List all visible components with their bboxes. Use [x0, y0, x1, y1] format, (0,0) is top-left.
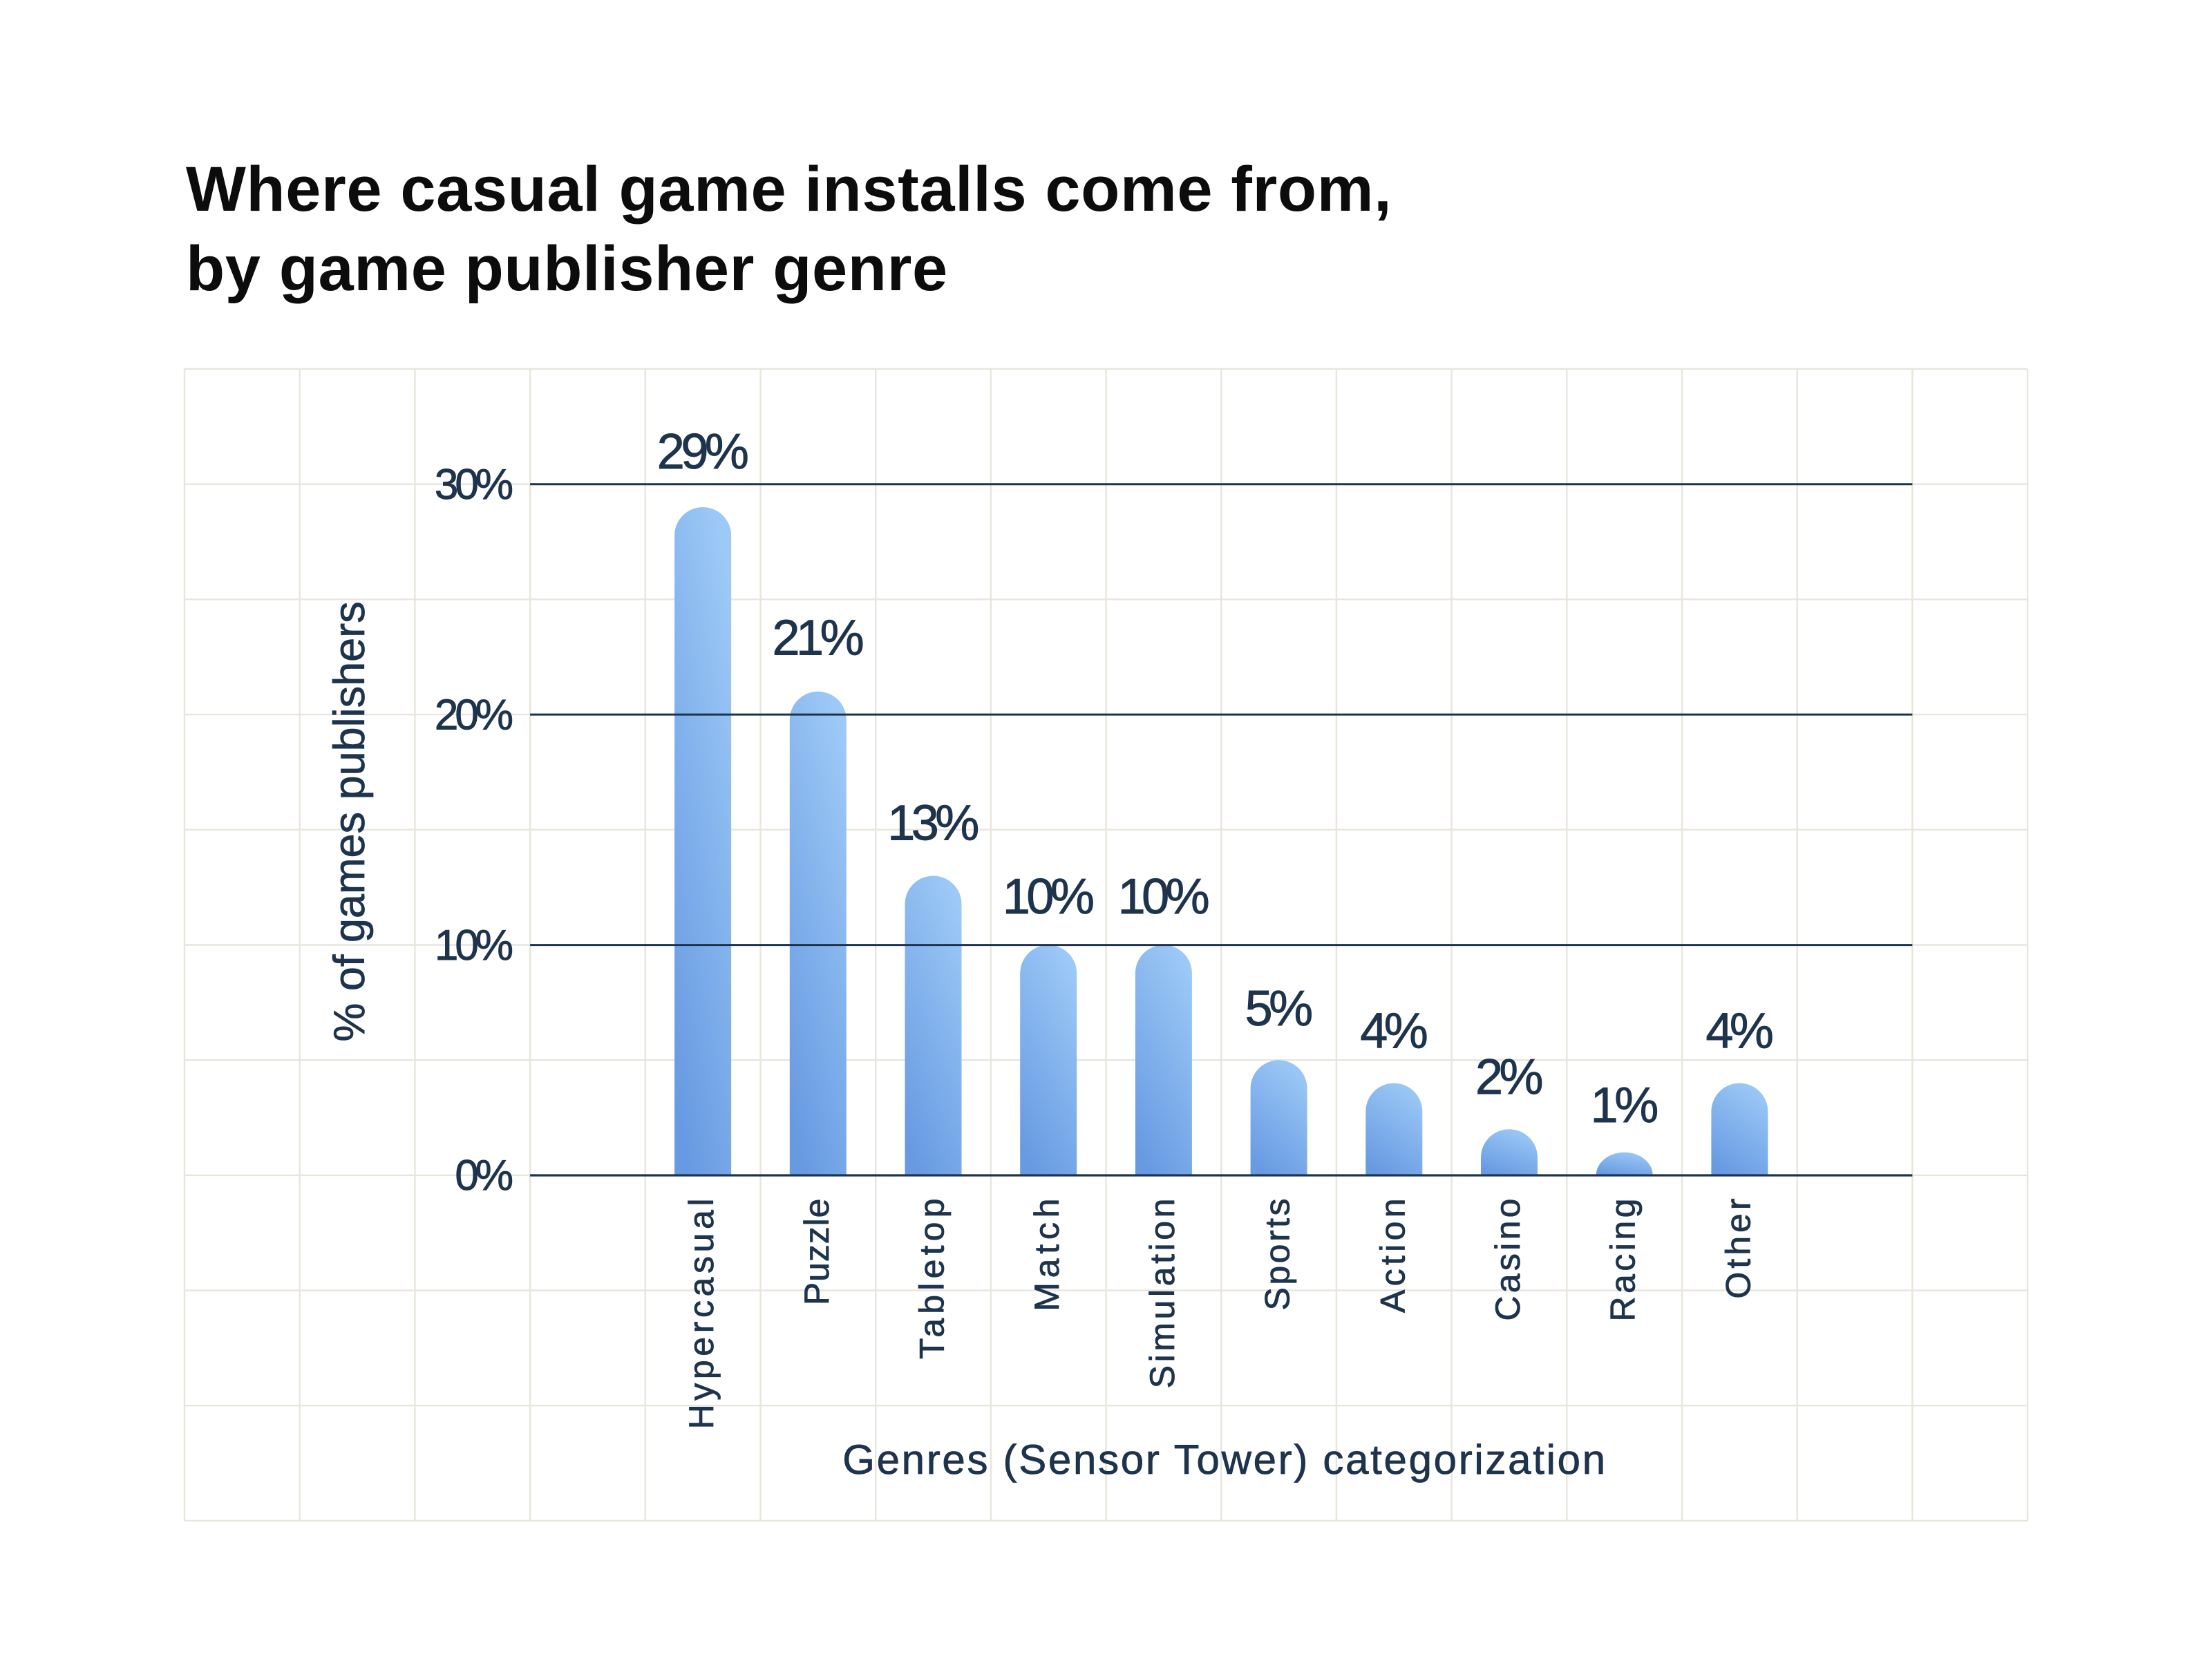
- svg-text:10%: 10%: [1118, 869, 1209, 925]
- svg-text:20%: 20%: [435, 691, 512, 739]
- svg-text:5%: 5%: [1245, 981, 1312, 1036]
- svg-text:Where casual game installs com: Where casual game installs come from,: [186, 154, 1392, 225]
- svg-text:10%: 10%: [1003, 869, 1093, 925]
- svg-text:30%: 30%: [435, 461, 512, 509]
- svg-text:Simulation: Simulation: [1143, 1195, 1182, 1388]
- svg-text:Tabletop: Tabletop: [913, 1194, 952, 1359]
- svg-text:Casino: Casino: [1488, 1195, 1527, 1320]
- svg-text:4%: 4%: [1705, 1003, 1773, 1059]
- svg-text:21%: 21%: [772, 611, 862, 666]
- svg-text:Action: Action: [1373, 1195, 1412, 1313]
- svg-text:13%: 13%: [887, 796, 978, 851]
- svg-text:Hypercasual: Hypercasual: [682, 1195, 721, 1430]
- svg-text:10%: 10%: [435, 922, 512, 969]
- svg-text:4%: 4%: [1360, 1003, 1427, 1059]
- svg-text:Other: Other: [1719, 1195, 1757, 1299]
- svg-text:Match: Match: [1028, 1194, 1066, 1311]
- svg-text:Sports: Sports: [1258, 1196, 1297, 1311]
- svg-text:Racing: Racing: [1604, 1195, 1643, 1322]
- svg-text:Puzzle: Puzzle: [797, 1198, 836, 1305]
- svg-text:% of games publishers: % of games publishers: [325, 601, 374, 1041]
- svg-text:by game publisher genre: by game publisher genre: [186, 234, 948, 304]
- svg-text:0%: 0%: [455, 1152, 511, 1200]
- svg-text:Genres (Sensor Tower) categori: Genres (Sensor Tower) categorization: [842, 1437, 1607, 1483]
- svg-text:2%: 2%: [1475, 1050, 1542, 1105]
- svg-text:1%: 1%: [1591, 1078, 1658, 1133]
- svg-text:29%: 29%: [657, 424, 748, 480]
